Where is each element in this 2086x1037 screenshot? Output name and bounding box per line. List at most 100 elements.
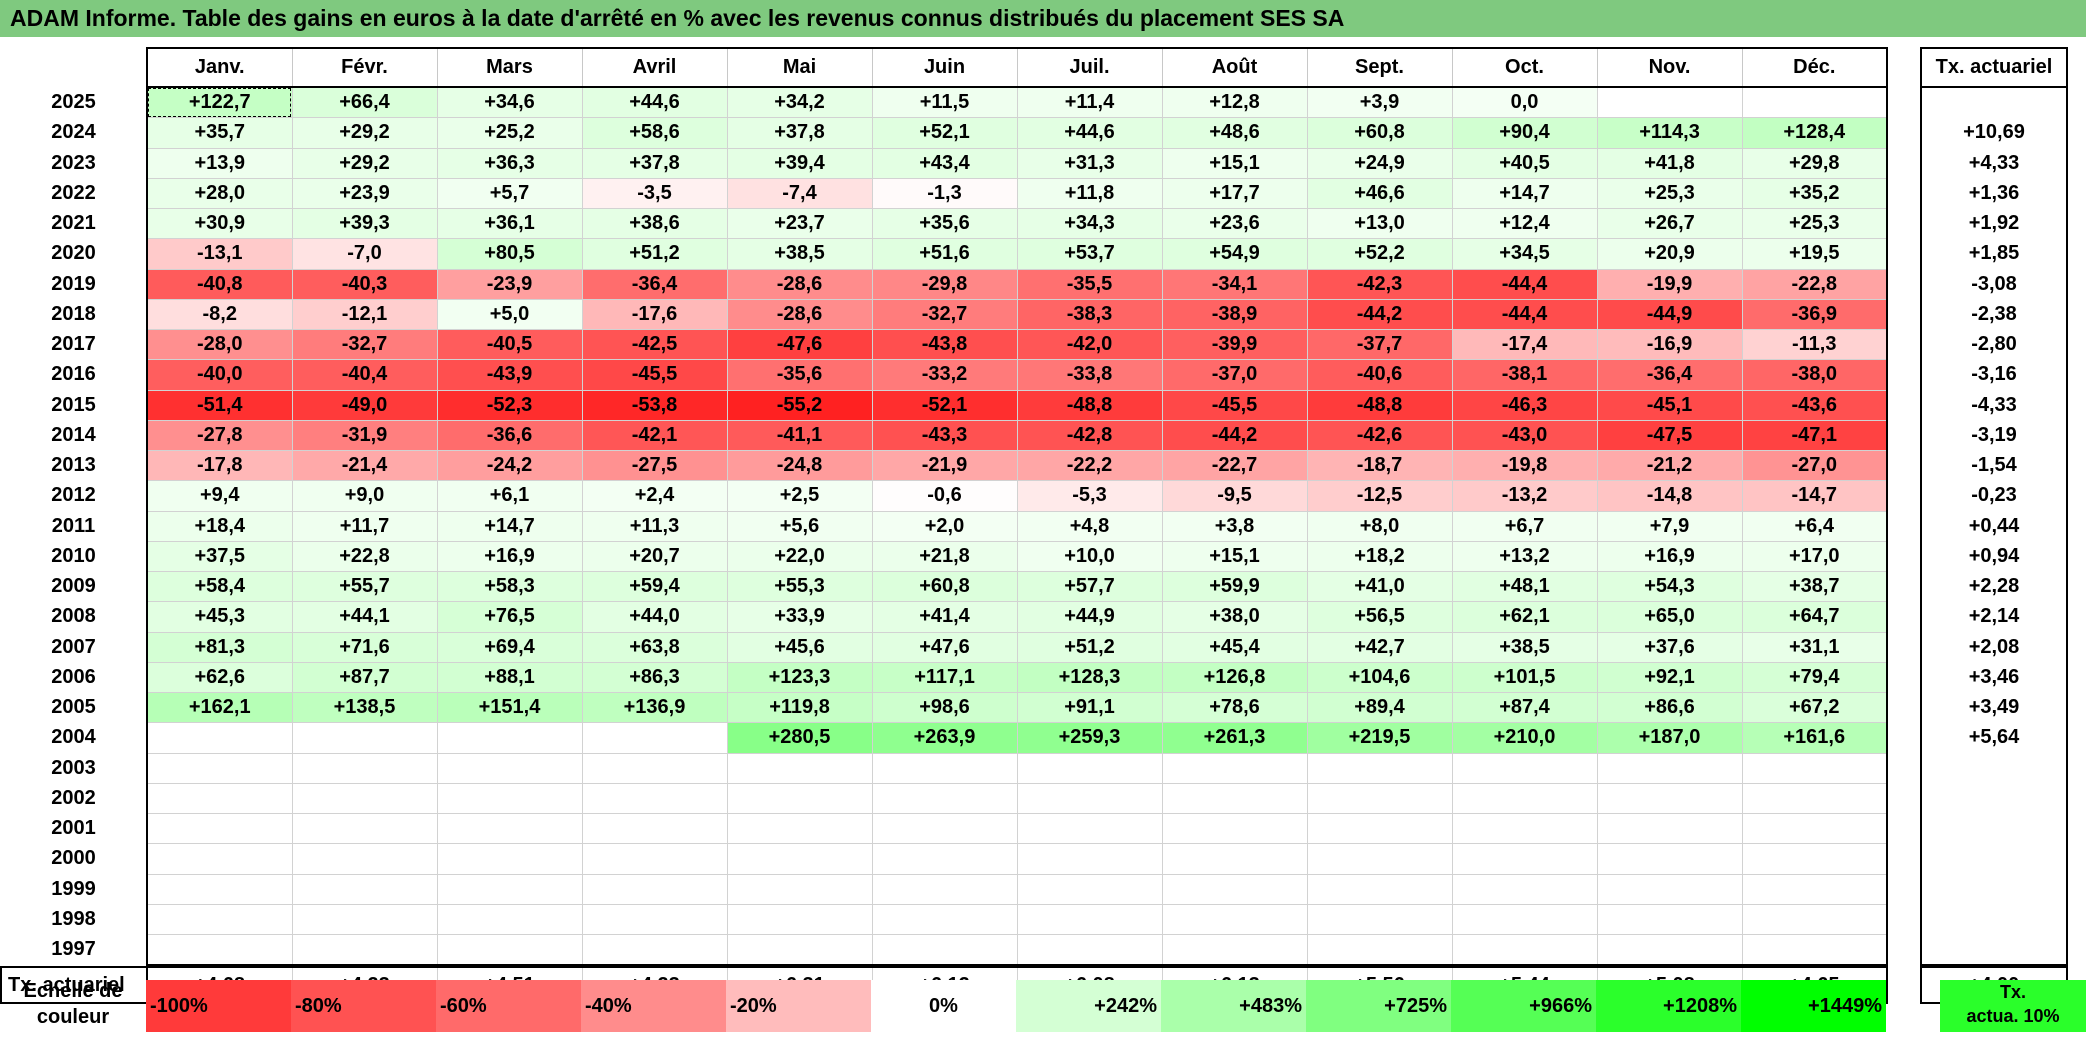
gain-cell: +5,0	[436, 298, 583, 331]
gain-cell: +8,0	[1306, 510, 1453, 542]
gain-cell: +21,8	[871, 540, 1018, 573]
column-gap	[1887, 723, 1921, 753]
gain-cell: -37,7	[1306, 328, 1453, 361]
gain-cell: -27,0	[1741, 449, 1888, 482]
gain-cell	[146, 903, 293, 936]
gain-cell: +33,9	[726, 601, 873, 633]
gain-cell: +162,1	[146, 691, 293, 724]
gain-cell	[871, 903, 1018, 936]
gain-cell	[726, 934, 873, 967]
gain-cell	[1306, 812, 1453, 845]
gain-cell: -52,1	[871, 389, 1018, 421]
gain-cell	[291, 782, 438, 815]
gain-cell: -13,2	[1451, 480, 1598, 512]
gain-cell: +6,1	[436, 480, 583, 512]
tx-actuariel-cell	[1920, 783, 2068, 814]
gain-cell: +34,5	[1451, 238, 1598, 270]
gain-cell	[1161, 843, 1308, 875]
gain-cell: +13,9	[146, 147, 293, 179]
gain-cell: -16,9	[1596, 328, 1743, 361]
gain-cell: -49,0	[291, 389, 438, 421]
tx-actuariel-cell	[1920, 934, 2068, 967]
gain-cell: +81,3	[146, 631, 293, 663]
gain-cell: -40,0	[146, 359, 293, 391]
gain-cell	[436, 934, 583, 967]
gain-cell: +88,1	[436, 661, 583, 694]
gain-cell: +35,6	[871, 207, 1018, 240]
gain-cell: +37,6	[1596, 631, 1743, 663]
gain-cell	[581, 843, 728, 875]
gain-cell: +41,4	[871, 601, 1018, 633]
color-scale-swatch: -100%	[146, 980, 291, 1032]
gain-cell: -37,0	[1161, 359, 1308, 391]
color-scale-swatch: +966%	[1451, 980, 1596, 1032]
gain-cell: -1,3	[871, 177, 1018, 210]
year-row: 2013 -17,8 -21,4 -24,2 -27,5 -24,8 -21,9 -22,2-…	[1, 449, 2068, 482]
gain-cell: +219,5	[1306, 722, 1453, 754]
year-row: 2015 -51,4 -49,0 -52,3 -53,8 -55,2 -52,1 -48,8-…	[1, 389, 2068, 421]
gain-cell: +86,6	[1596, 691, 1743, 724]
gain-cell: +17,0	[1741, 540, 1888, 573]
year-label: 2011	[51, 514, 96, 537]
gain-cell: +3,9	[1306, 86, 1453, 119]
gain-cell: +259,3	[1016, 722, 1163, 754]
gain-cell: +55,7	[291, 570, 438, 603]
gain-cell: +12,4	[1451, 207, 1598, 240]
column-gap	[1887, 390, 1921, 420]
year-label: 2020	[51, 242, 96, 265]
gain-cell: +38,5	[1451, 631, 1598, 663]
color-scale-swatch: +242%	[1016, 980, 1161, 1032]
year-row: 2007 +81,3 +71,6 +69,4 +63,8 +45,6 +47,6 +51,2 +…	[1, 631, 2068, 663]
column-gap	[1887, 269, 1921, 299]
gain-cell	[1596, 934, 1743, 967]
color-scale-swatch: 0%	[871, 980, 1016, 1032]
year-label: 2013	[51, 454, 96, 477]
year-row: 2014 -27,8 -31,9 -36,6 -42,1 -41,1 -43,3 -42,8-…	[1, 419, 2068, 452]
gain-cell	[291, 873, 438, 905]
gain-cell	[436, 903, 583, 936]
year-row: 2000	[1, 843, 2068, 875]
year-row: 2009 +58,4 +55,7 +58,3 +59,4 +55,3 +60,8 +57,7 +…	[1, 570, 2068, 603]
gain-cell: -28,0	[146, 328, 293, 361]
month-header: Févr.	[291, 47, 437, 88]
gain-cell	[146, 843, 293, 875]
gain-cell: +48,6	[1161, 117, 1308, 149]
gain-cell	[1016, 934, 1163, 967]
gain-cell: -8,2	[146, 298, 293, 331]
gain-cell: +34,2	[726, 86, 873, 119]
gain-cell	[291, 843, 438, 875]
tx-actuariel-cell: +1,85	[1920, 238, 2068, 269]
gain-cell: +12,8	[1161, 86, 1308, 119]
gain-cell: -14,8	[1596, 480, 1743, 512]
gain-cell: +14,7	[436, 510, 583, 542]
gain-cell: +23,6	[1161, 207, 1308, 240]
tx-actuariel-cell: +10,69	[1920, 117, 2068, 148]
year-row: 2002	[1, 782, 2068, 815]
year-label: 2014	[51, 423, 96, 446]
tx-scale-swatch: Tx. actua. 10%	[1940, 980, 2086, 1032]
gain-cell: +60,8	[1306, 117, 1453, 149]
gain-cell: +67,2	[1741, 691, 1888, 724]
gain-cell	[436, 782, 583, 815]
tx-actuariel-cell: +5,64	[1920, 722, 2068, 753]
column-gap	[1887, 511, 1921, 541]
gain-cell: +18,4	[146, 510, 293, 542]
gain-cell: +122,7	[146, 86, 293, 119]
gain-cell: +29,2	[291, 147, 438, 179]
tx-actuariel-cell	[1920, 904, 2068, 935]
gain-cell: +126,8	[1161, 661, 1308, 694]
gain-cell	[1161, 873, 1308, 905]
gain-cell: +19,5	[1741, 238, 1888, 270]
gain-cell: -31,9	[291, 419, 438, 452]
tx-actuariel-cell: +3,49	[1920, 692, 2068, 723]
gain-cell: +90,4	[1451, 117, 1598, 149]
gain-cell: -43,3	[871, 419, 1018, 452]
gain-cell: +63,8	[581, 631, 728, 663]
gain-cell	[1741, 86, 1888, 119]
year-row: 2017 -28,0 -32,7 -40,5 -42,5 -47,6 -43,8 -42,0-…	[1, 328, 2068, 361]
gain-cell: +62,1	[1451, 601, 1598, 633]
gain-cell: +280,5	[726, 722, 873, 754]
year-label: 2006	[51, 665, 96, 688]
gain-cell: +16,9	[1596, 540, 1743, 573]
year-label: 2025	[51, 90, 96, 113]
